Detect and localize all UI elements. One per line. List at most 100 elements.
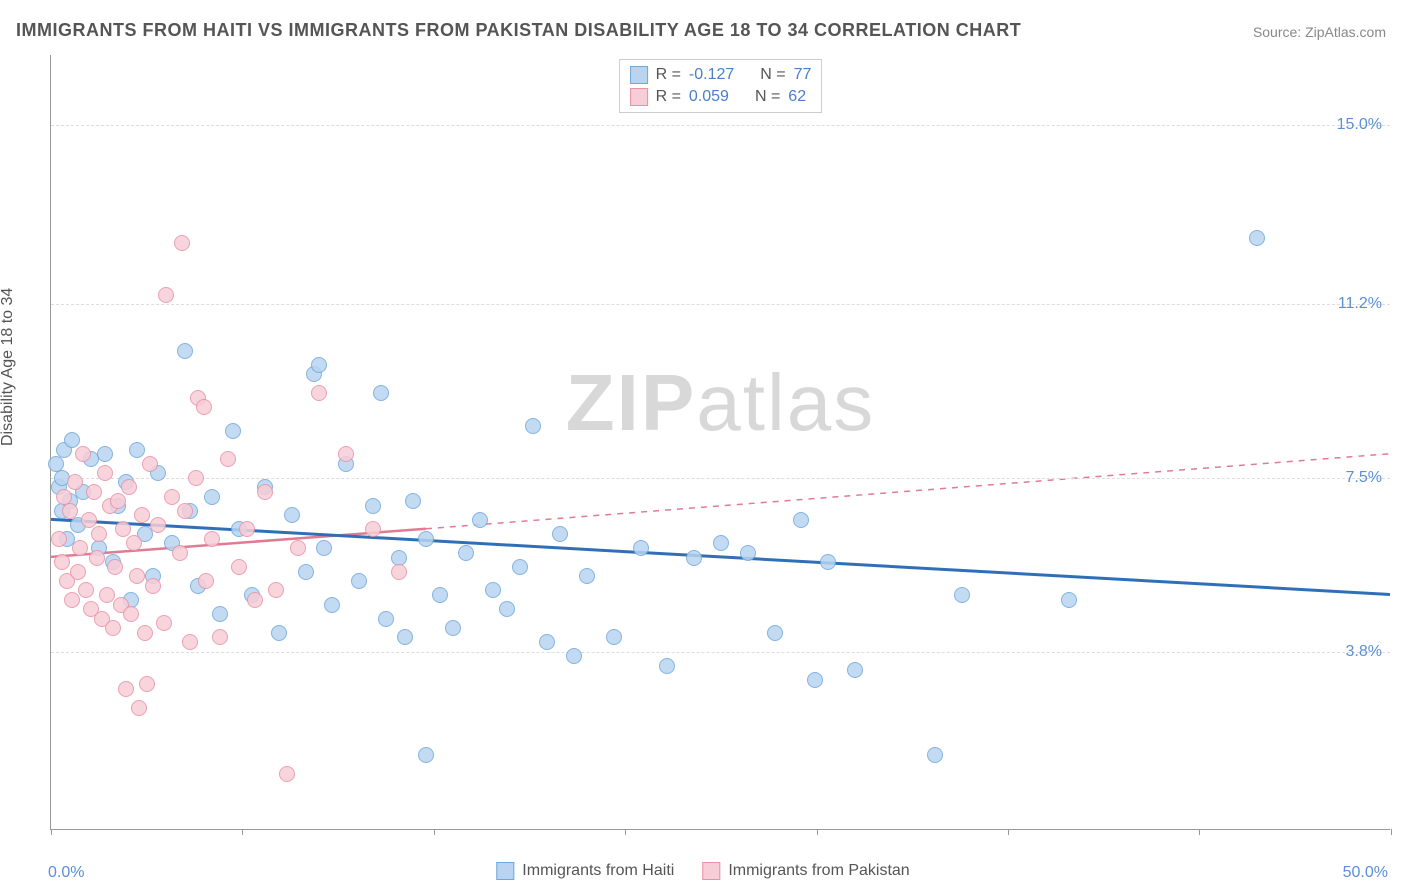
- data-point: [118, 681, 134, 697]
- data-point: [378, 611, 394, 627]
- data-point: [139, 676, 155, 692]
- data-point: [204, 531, 220, 547]
- data-point: [115, 521, 131, 537]
- data-point: [418, 531, 434, 547]
- data-point: [150, 517, 166, 533]
- data-point: [107, 559, 123, 575]
- data-point: [271, 625, 287, 641]
- data-point: [126, 535, 142, 551]
- data-point: [177, 503, 193, 519]
- data-point: [713, 535, 729, 551]
- r-label: R =: [656, 88, 681, 106]
- data-point: [298, 564, 314, 580]
- data-point: [338, 446, 354, 462]
- series-legend: Immigrants from Haiti Immigrants from Pa…: [496, 862, 909, 880]
- n-value-haiti: 77: [794, 66, 812, 84]
- data-point: [485, 582, 501, 598]
- data-point: [247, 592, 263, 608]
- source-attribution: Source: ZipAtlas.com: [1253, 24, 1386, 40]
- data-point: [566, 648, 582, 664]
- y-tick-label: 7.5%: [1346, 469, 1382, 487]
- data-point: [686, 550, 702, 566]
- y-tick-label: 3.8%: [1346, 643, 1382, 661]
- legend-item-pakistan: Immigrants from Pakistan: [702, 862, 909, 880]
- gridline: [51, 478, 1390, 479]
- data-point: [64, 432, 80, 448]
- data-point: [324, 597, 340, 613]
- data-point: [820, 554, 836, 570]
- trend-lines: [51, 55, 1390, 829]
- gridline: [51, 125, 1390, 126]
- data-point: [365, 521, 381, 537]
- correlation-row-pakistan: R = 0.059 N = 62: [630, 86, 812, 108]
- data-point: [405, 493, 421, 509]
- data-point: [220, 451, 236, 467]
- r-label: R =: [656, 66, 681, 84]
- data-point: [633, 540, 649, 556]
- x-axis-min-label: 0.0%: [48, 864, 84, 882]
- data-point: [54, 554, 70, 570]
- data-point: [212, 606, 228, 622]
- data-point: [67, 474, 83, 490]
- data-point: [927, 747, 943, 763]
- watermark-bold: ZIP: [566, 358, 696, 447]
- data-point: [204, 489, 220, 505]
- data-point: [397, 629, 413, 645]
- data-point: [579, 568, 595, 584]
- data-point: [196, 399, 212, 415]
- data-point: [225, 423, 241, 439]
- data-point: [172, 545, 188, 561]
- data-point: [1249, 230, 1265, 246]
- data-point: [1061, 592, 1077, 608]
- n-label: N =: [755, 88, 780, 106]
- data-point: [105, 620, 121, 636]
- data-point: [552, 526, 568, 542]
- data-point: [75, 446, 91, 462]
- data-point: [70, 564, 86, 580]
- source-prefix: Source:: [1253, 24, 1305, 40]
- data-point: [793, 512, 809, 528]
- data-point: [365, 498, 381, 514]
- correlation-row-haiti: R = -0.127 N = 77: [630, 64, 812, 86]
- data-point: [257, 484, 273, 500]
- data-point: [807, 672, 823, 688]
- data-point: [231, 559, 247, 575]
- y-tick-label: 11.2%: [1338, 295, 1382, 313]
- source-site: ZipAtlas.com: [1305, 24, 1386, 40]
- data-point: [97, 446, 113, 462]
- x-tick: [625, 829, 626, 835]
- data-point: [432, 587, 448, 603]
- data-point: [177, 343, 193, 359]
- data-point: [279, 766, 295, 782]
- data-point: [121, 479, 137, 495]
- x-axis-max-label: 50.0%: [1343, 864, 1388, 882]
- data-point: [290, 540, 306, 556]
- data-point: [351, 573, 367, 589]
- data-point: [164, 489, 180, 505]
- scatter-plot: ZIPatlas R = -0.127 N = 77 R = 0.059 N =…: [50, 55, 1390, 830]
- data-point: [212, 629, 228, 645]
- data-point: [145, 578, 161, 594]
- data-point: [373, 385, 389, 401]
- swatch-haiti: [630, 66, 648, 84]
- data-point: [539, 634, 555, 650]
- data-point: [239, 521, 255, 537]
- n-value-pakistan: 62: [788, 88, 806, 106]
- legend-label-pakistan: Immigrants from Pakistan: [728, 862, 909, 880]
- data-point: [512, 559, 528, 575]
- data-point: [284, 507, 300, 523]
- data-point: [129, 568, 145, 584]
- data-point: [659, 658, 675, 674]
- data-point: [606, 629, 622, 645]
- data-point: [499, 601, 515, 617]
- data-point: [51, 531, 67, 547]
- data-point: [129, 442, 145, 458]
- gridline: [51, 652, 1390, 653]
- data-point: [110, 493, 126, 509]
- data-point: [391, 564, 407, 580]
- correlation-legend: R = -0.127 N = 77 R = 0.059 N = 62: [619, 59, 823, 113]
- n-label: N =: [760, 66, 785, 84]
- data-point: [134, 507, 150, 523]
- data-point: [123, 606, 139, 622]
- x-tick: [817, 829, 818, 835]
